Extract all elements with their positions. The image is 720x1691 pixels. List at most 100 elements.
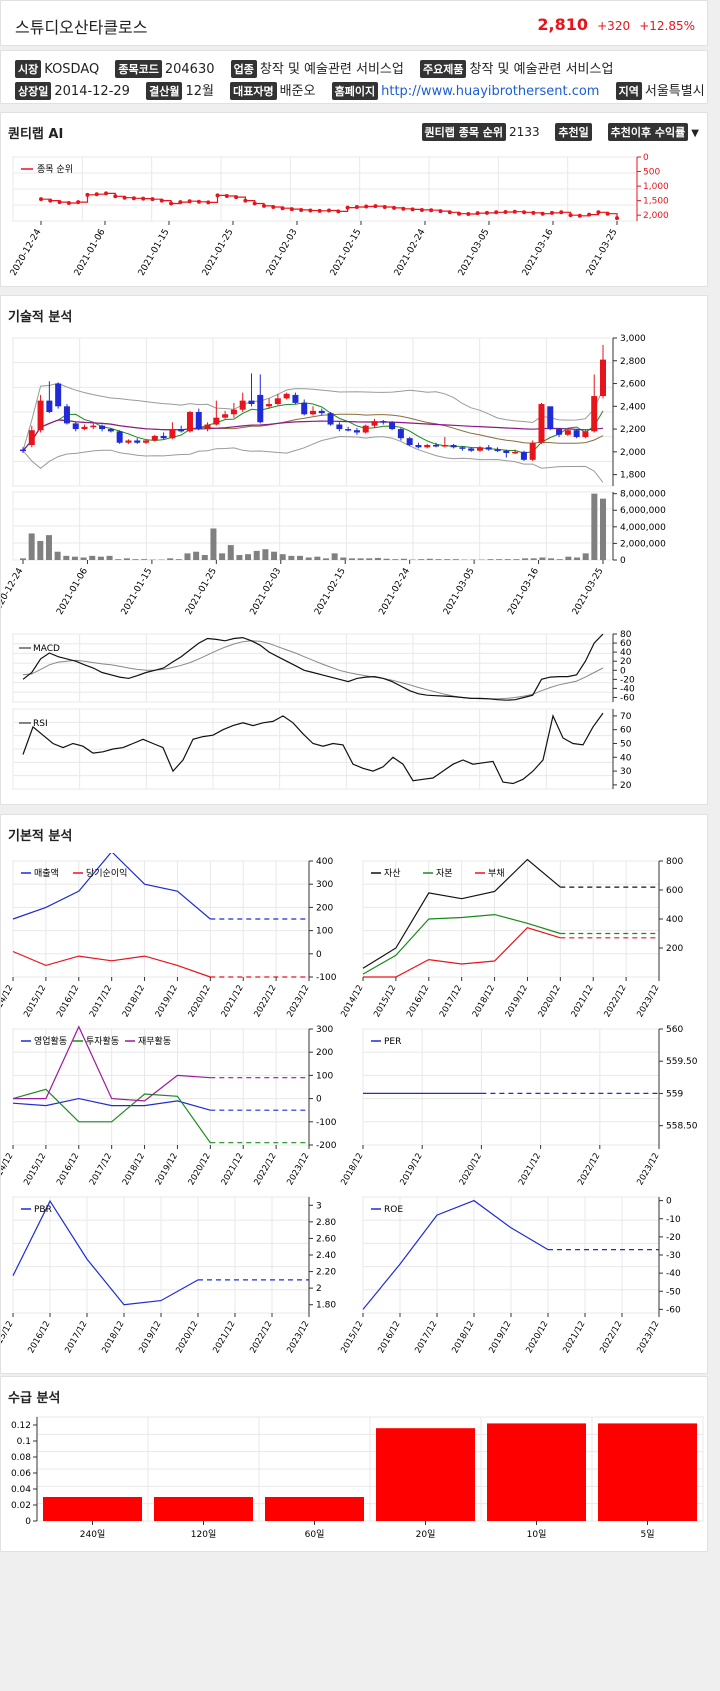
supply-x-tick-label: 120일 bbox=[191, 1529, 216, 1540]
info-card: 시장 KOSDAQ 종목코드 204630 업종 창작 및 예술관련 서비스업 주요제… bbox=[0, 50, 708, 104]
fund-axis-tick-label: 400 bbox=[666, 915, 683, 925]
volume-bar bbox=[279, 554, 286, 560]
macd-signal-line bbox=[22, 640, 604, 700]
fund-series-line bbox=[12, 1097, 211, 1111]
fund-x-tick-label: 2014/12 bbox=[1, 1152, 16, 1188]
fiscal-label: 결산월 bbox=[146, 82, 183, 100]
candle-body bbox=[99, 425, 106, 430]
fund-axis-tick-label: 2 bbox=[316, 1284, 322, 1294]
tech-x-tick-label: 2021-03-25 bbox=[571, 567, 606, 617]
volume-bar bbox=[452, 559, 459, 560]
candle-body bbox=[520, 451, 527, 460]
fund-axis-tick-label: 100 bbox=[316, 927, 333, 937]
fund-series-line bbox=[13, 1025, 211, 1102]
volume-bar bbox=[167, 558, 174, 560]
fund-axis-tick-label: 559.50 bbox=[666, 1057, 698, 1067]
fund-axis-tick-label: 0 bbox=[666, 1197, 672, 1207]
volume-bar bbox=[383, 558, 390, 560]
rank-point bbox=[94, 192, 99, 197]
candle-body bbox=[318, 410, 325, 414]
candle-body bbox=[529, 442, 536, 460]
ai-x-tick-label: 2021-01-15 bbox=[137, 228, 172, 278]
volume-bar bbox=[132, 559, 139, 560]
candle-body bbox=[441, 445, 448, 447]
volume-bar bbox=[600, 498, 606, 560]
candle-body bbox=[37, 400, 44, 431]
fund-x-tick-label: 2018/12 bbox=[100, 1320, 126, 1356]
candle-body bbox=[371, 421, 378, 426]
rank-point bbox=[261, 203, 266, 208]
price-change-pct: +12.85% bbox=[639, 19, 695, 33]
rank-point bbox=[289, 207, 294, 212]
listed-label: 상장일 bbox=[15, 82, 52, 100]
fund-x-tick-label: 2017/12 bbox=[413, 1320, 439, 1356]
volume-bar bbox=[418, 559, 425, 560]
candle-body bbox=[204, 424, 211, 430]
fund-axis-tick-label: 3 bbox=[316, 1201, 322, 1211]
rank-point bbox=[503, 209, 508, 214]
homepage-link[interactable]: http://www.huayibrothersent.com bbox=[381, 84, 600, 99]
tech-card: 기술적 분석 3,000 2,800 2,600 2,400 2,200 2,000 1,8… bbox=[0, 295, 708, 805]
fund-x-tick-label: 2017/12 bbox=[63, 1320, 89, 1356]
price-block: 2,810 +320 +12.85% bbox=[537, 15, 695, 34]
candle-body bbox=[186, 412, 193, 432]
fund-x-tick-label: 2017/12 bbox=[438, 984, 464, 1020]
volume-axis-tick-label: 0 bbox=[620, 556, 626, 566]
fund-legend-label: PER bbox=[384, 1037, 401, 1047]
fund-x-tick-label: 2023/12 bbox=[285, 984, 311, 1020]
volume-bar bbox=[322, 558, 329, 560]
chevron-down-icon[interactable]: ▼ bbox=[691, 128, 699, 139]
rank-point bbox=[196, 199, 201, 204]
fund-x-tick-label: 2021/12 bbox=[517, 1152, 543, 1188]
volume-bar bbox=[210, 528, 217, 560]
fund-axis-tick-label: 100 bbox=[316, 1071, 333, 1081]
volume-bar bbox=[400, 558, 407, 560]
volume-bar bbox=[115, 559, 122, 560]
ai-x-tick-label: 2021-01-06 bbox=[73, 227, 108, 278]
volume-bar bbox=[54, 551, 61, 560]
fund-axis-tick-label: 2.40 bbox=[316, 1251, 336, 1261]
rsi-axis-tick-label: 20 bbox=[620, 781, 632, 791]
candle-body bbox=[230, 409, 237, 415]
rec-return-button[interactable]: 추천이후 수익률 bbox=[607, 123, 689, 141]
fund-legend-label: 자산 bbox=[384, 868, 401, 879]
fund-x-tick-label: 2020/12 bbox=[187, 984, 213, 1020]
rank-point bbox=[150, 197, 155, 202]
supply-bar bbox=[598, 1423, 697, 1521]
volume-bar bbox=[37, 540, 44, 560]
code-label: 종목코드 bbox=[115, 60, 162, 78]
fund-axis-tick-label: -200 bbox=[316, 1141, 337, 1151]
fund-x-tick-label: 2018/12 bbox=[121, 1152, 147, 1188]
rank-point bbox=[48, 198, 53, 203]
fund-x-tick-label: 2022/12 bbox=[248, 1320, 274, 1356]
ceo-value: 배준오 bbox=[279, 84, 316, 99]
fund-axis-tick-label: 300 bbox=[316, 1025, 333, 1035]
product-label: 주요제품 bbox=[420, 60, 467, 78]
candle-body bbox=[213, 417, 220, 425]
candle-body bbox=[257, 394, 264, 423]
fund-series-line bbox=[362, 1199, 549, 1310]
fund-axis-tick-label: 600 bbox=[666, 886, 683, 896]
supply-title: 수급 분석 bbox=[8, 1391, 61, 1406]
rank-axis-tick-label: 1,500 bbox=[643, 197, 669, 207]
volume-bar bbox=[227, 545, 234, 560]
supply-bar bbox=[487, 1423, 586, 1521]
market-value: KOSDAQ bbox=[44, 62, 100, 77]
rank-point bbox=[457, 211, 462, 216]
fund-x-tick-label: 2019/12 bbox=[154, 984, 180, 1020]
candle-body bbox=[573, 430, 580, 438]
fund-axis-tick-label: -100 bbox=[316, 1118, 337, 1128]
ai-x-tick-label: 2021-03-25 bbox=[585, 228, 620, 278]
macd-axis-tick-label: -40 bbox=[620, 684, 635, 694]
macd-axis-tick-label: -60 bbox=[620, 693, 635, 703]
rank-point bbox=[66, 200, 71, 205]
rank-point bbox=[410, 207, 415, 212]
fund-x-tick-label: 2023/12 bbox=[285, 1152, 311, 1188]
rsi-axis-tick-label: 60 bbox=[620, 726, 632, 736]
rec-date-button[interactable]: 추천일 bbox=[555, 123, 592, 141]
legend-label: 종목 순위 bbox=[37, 164, 73, 175]
ai-x-tick-label: 2021-02-15 bbox=[329, 228, 364, 278]
rank-point bbox=[475, 211, 480, 216]
rank-axis-tick-label: 500 bbox=[643, 168, 660, 178]
fiscal-value: 12월 bbox=[185, 84, 214, 99]
